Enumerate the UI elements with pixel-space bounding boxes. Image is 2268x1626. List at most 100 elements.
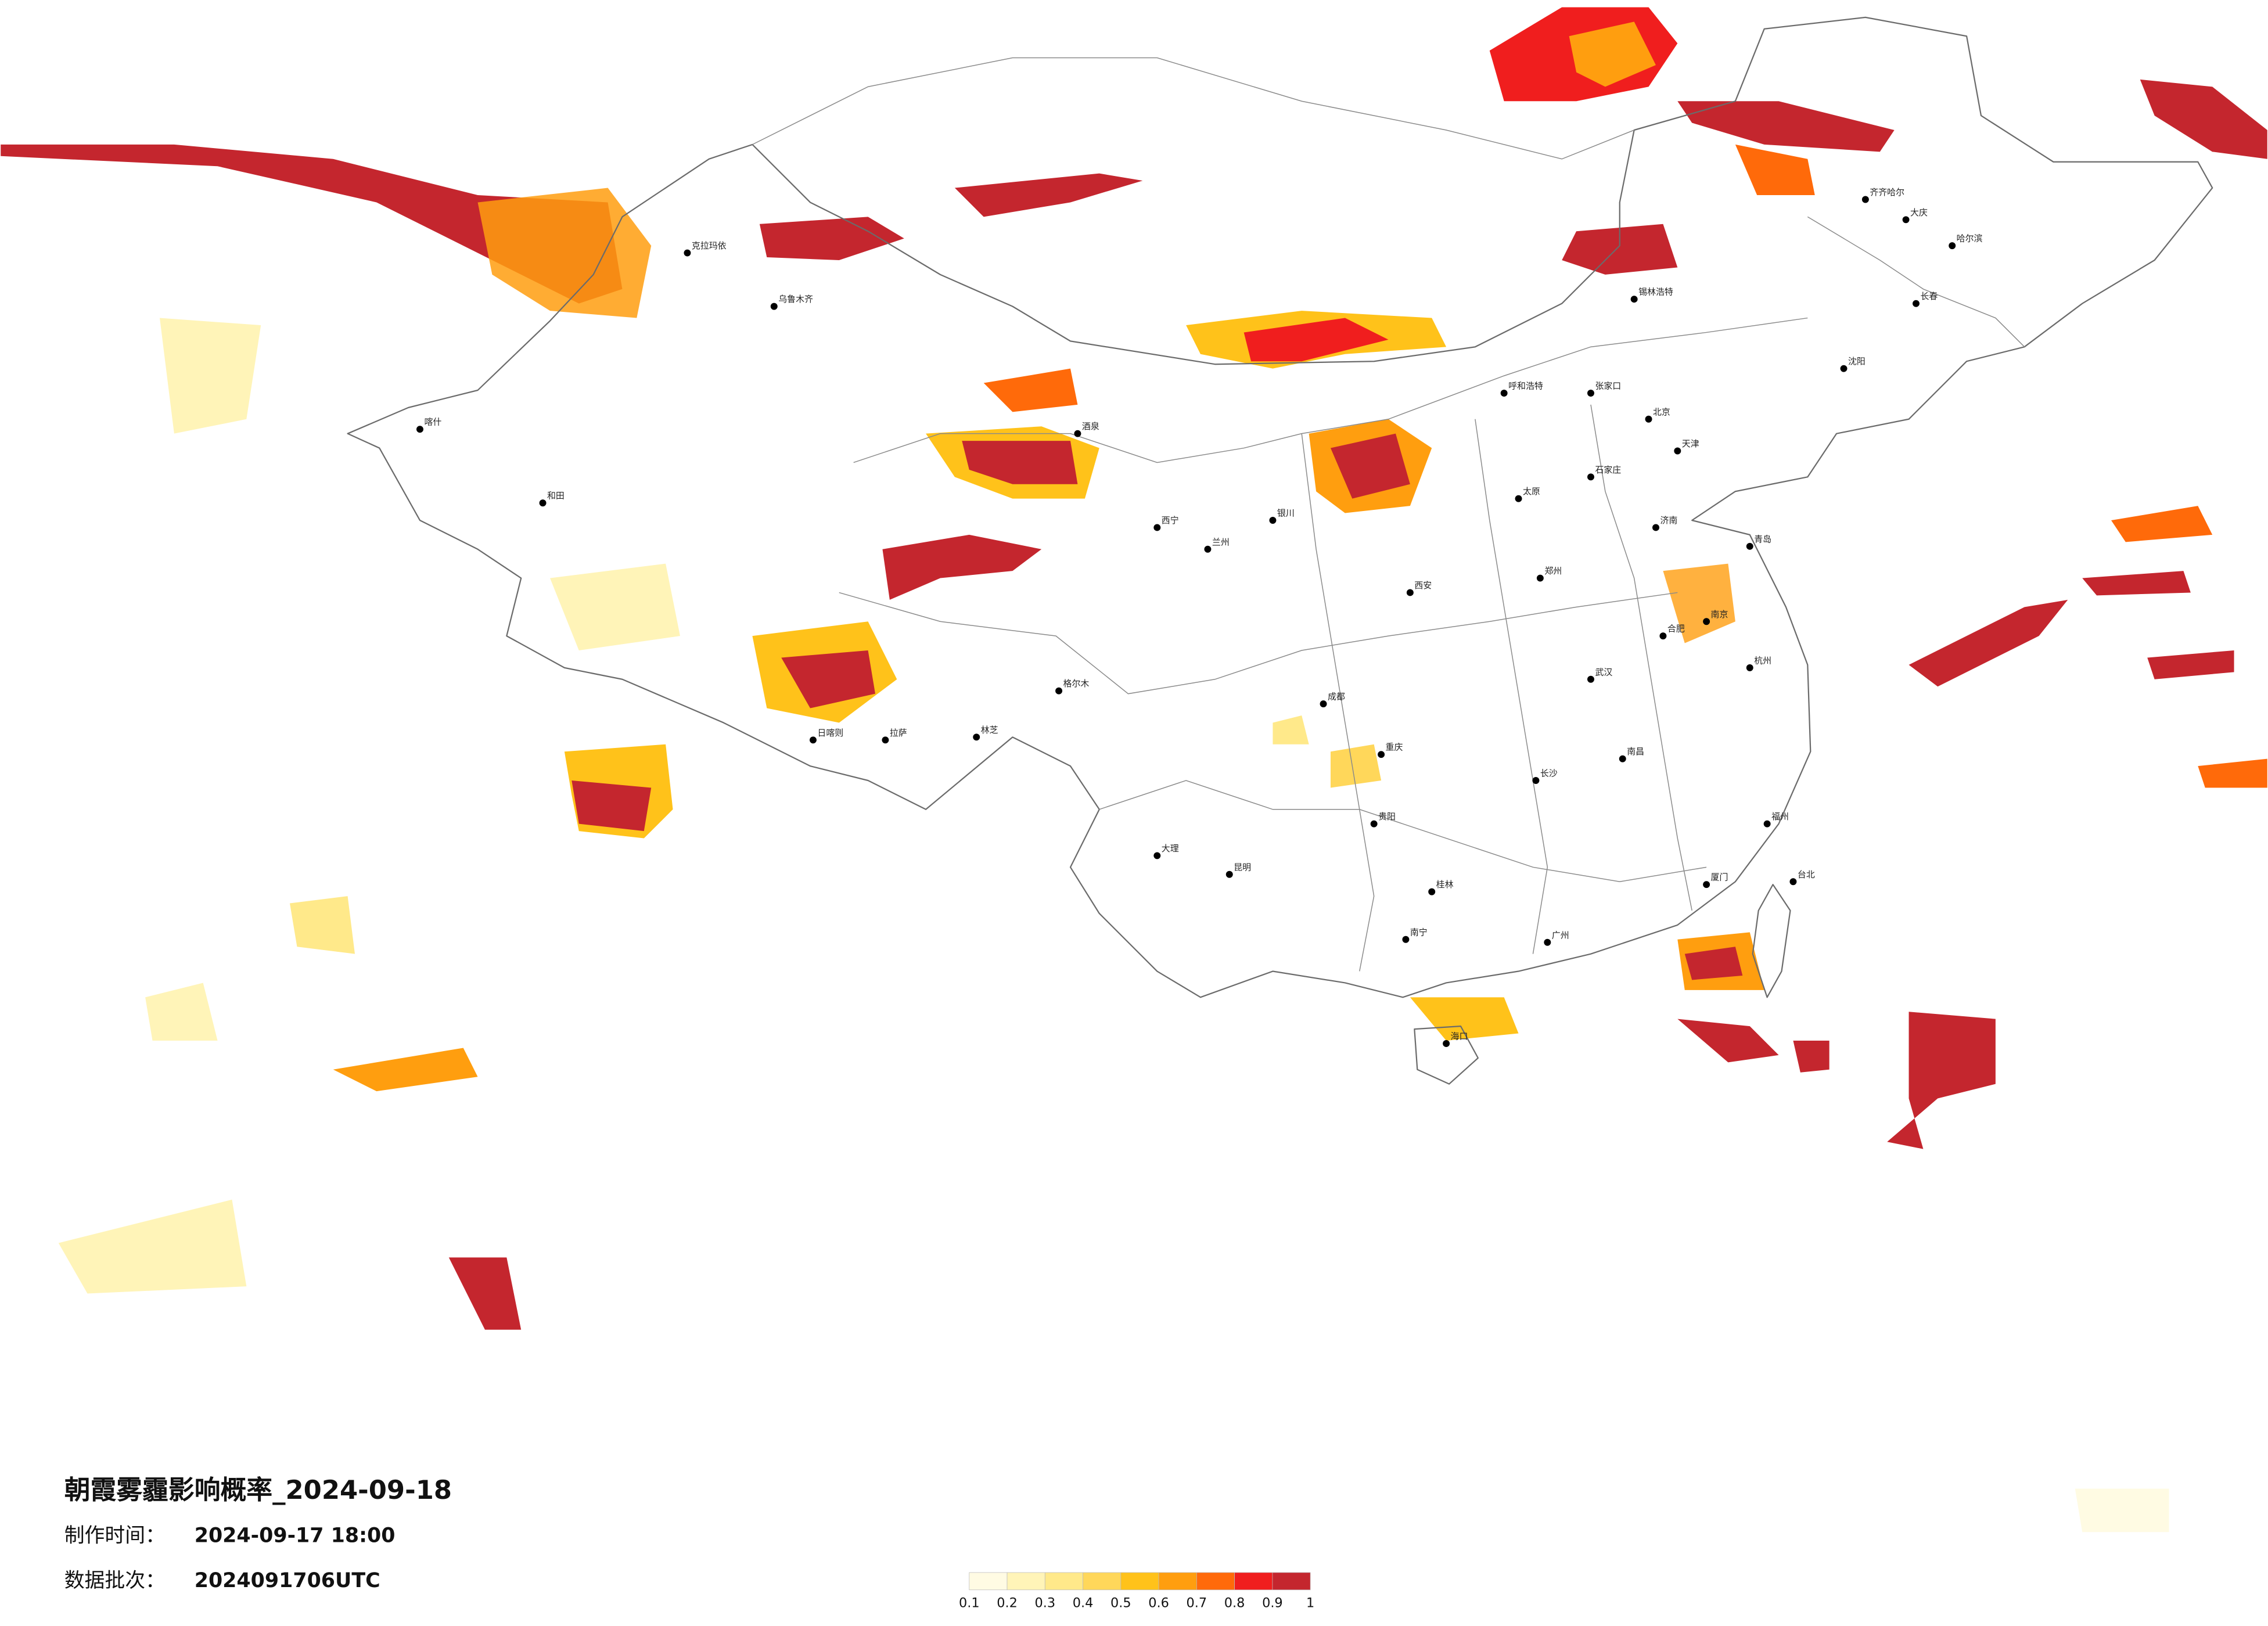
city-dot xyxy=(1406,589,1414,596)
city-label: 酒泉 xyxy=(1082,421,1099,431)
city-dot xyxy=(882,736,889,744)
legend-label: 0.4 xyxy=(1073,1596,1094,1611)
city-label: 广州 xyxy=(1552,930,1569,940)
legend-label: 0.2 xyxy=(997,1596,1018,1611)
legend-swatch xyxy=(1007,1572,1045,1591)
city-dot xyxy=(1544,938,1551,946)
legend-label: 0.1 xyxy=(959,1596,980,1611)
city-dot xyxy=(1443,1040,1450,1047)
mongolia-border xyxy=(752,57,1634,160)
city-label: 太原 xyxy=(1523,486,1540,497)
city-dot xyxy=(1587,675,1594,683)
city-label: 贵阳 xyxy=(1378,811,1396,822)
patch xyxy=(549,563,680,650)
city-label: 青岛 xyxy=(1754,534,1771,544)
city-dot xyxy=(1630,296,1638,303)
city-dot xyxy=(1500,390,1508,397)
city-label: 哈尔滨 xyxy=(1957,233,1983,244)
city-label: 林芝 xyxy=(981,725,998,735)
legend-label: 0.5 xyxy=(1110,1596,1131,1611)
city-label: 石家庄 xyxy=(1595,465,1621,475)
city-label: 成都 xyxy=(1328,692,1345,702)
patch xyxy=(572,780,652,832)
legend-label: 1 xyxy=(1306,1596,1314,1611)
patch xyxy=(2075,1488,2169,1533)
patch xyxy=(954,173,1143,217)
city-label: 西宁 xyxy=(1162,515,1179,526)
city-dot xyxy=(1204,545,1212,553)
city-dot xyxy=(1746,664,1753,671)
patch xyxy=(1735,144,1815,195)
city-label: 南京 xyxy=(1711,609,1728,620)
patch xyxy=(1410,997,1519,1041)
patch xyxy=(159,318,261,434)
patch xyxy=(983,368,1078,412)
city-label: 武汉 xyxy=(1595,667,1612,677)
city-label: 福州 xyxy=(1771,811,1789,822)
city-label: 合肥 xyxy=(1667,624,1685,634)
city-dot xyxy=(1055,687,1063,695)
city-label: 张家口 xyxy=(1595,381,1621,391)
city-label: 乌鲁木齐 xyxy=(778,294,813,304)
city-label: 桂林 xyxy=(1436,879,1454,890)
city-label: 兰州 xyxy=(1212,537,1230,547)
patch xyxy=(2111,506,2213,542)
production-time-value: 2024-09-17 18:00 xyxy=(195,1524,396,1548)
city-label: 西安 xyxy=(1414,580,1432,591)
legend-swatch xyxy=(1234,1572,1273,1591)
patch xyxy=(1663,563,1735,643)
patch xyxy=(1330,744,1382,788)
city-label: 呼和浩特 xyxy=(1508,381,1543,391)
patch xyxy=(448,1257,522,1330)
boundaries xyxy=(347,16,2213,1085)
patch xyxy=(333,1048,478,1092)
city-dot xyxy=(1370,820,1378,828)
city-dot xyxy=(1269,517,1277,524)
patch xyxy=(145,983,218,1041)
city-dot xyxy=(684,249,691,257)
city-dot xyxy=(1703,618,1710,625)
city-label: 沈阳 xyxy=(1848,356,1866,366)
city-label: 喀什 xyxy=(424,417,441,427)
country-border xyxy=(347,16,2213,998)
patch xyxy=(2198,758,2267,788)
patch xyxy=(781,650,875,708)
city-label: 厦门 xyxy=(1711,872,1728,883)
legend-swatch xyxy=(1120,1572,1159,1591)
city-label: 大庆 xyxy=(1910,207,1928,218)
patch xyxy=(2147,650,2234,679)
map-title: 朝霞雾霾影响概率_2024-09-18 xyxy=(64,1474,452,1505)
city-dot xyxy=(1074,430,1081,437)
legend-swatch xyxy=(1272,1572,1311,1591)
city-label: 天津 xyxy=(1682,438,1699,449)
city-label: 和田 xyxy=(547,491,565,501)
city-label: 齐齐哈尔 xyxy=(1870,187,1904,197)
taiwan xyxy=(1752,884,1791,998)
city-dot xyxy=(1746,542,1753,550)
city-label: 昆明 xyxy=(1234,862,1251,872)
city-dot xyxy=(1587,473,1594,481)
patch xyxy=(1677,1019,1779,1063)
city-dot xyxy=(1587,390,1594,397)
city-dot xyxy=(1402,936,1410,943)
city-label: 南昌 xyxy=(1627,746,1644,757)
province-border xyxy=(1475,419,1548,954)
city-label: 克拉玛依 xyxy=(692,240,727,251)
city-dot xyxy=(1659,632,1667,640)
city-label: 大理 xyxy=(1162,843,1179,854)
hainan xyxy=(1414,1025,1479,1085)
legend: 0.1 0.2 0.3 0.4 0.5 0.6 0.7 0.8 0.9 1 xyxy=(959,1572,1314,1611)
city-dot xyxy=(1225,870,1233,878)
city-dot xyxy=(1913,300,1920,307)
city-dot xyxy=(1902,216,1910,224)
city-dot xyxy=(1619,755,1626,762)
city-dot xyxy=(1949,242,1956,250)
legend-swatch xyxy=(1044,1572,1083,1591)
province-border xyxy=(1590,404,1692,911)
patch xyxy=(1793,1041,1830,1073)
city-label: 济南 xyxy=(1660,515,1677,526)
city-label: 北京 xyxy=(1653,406,1670,417)
